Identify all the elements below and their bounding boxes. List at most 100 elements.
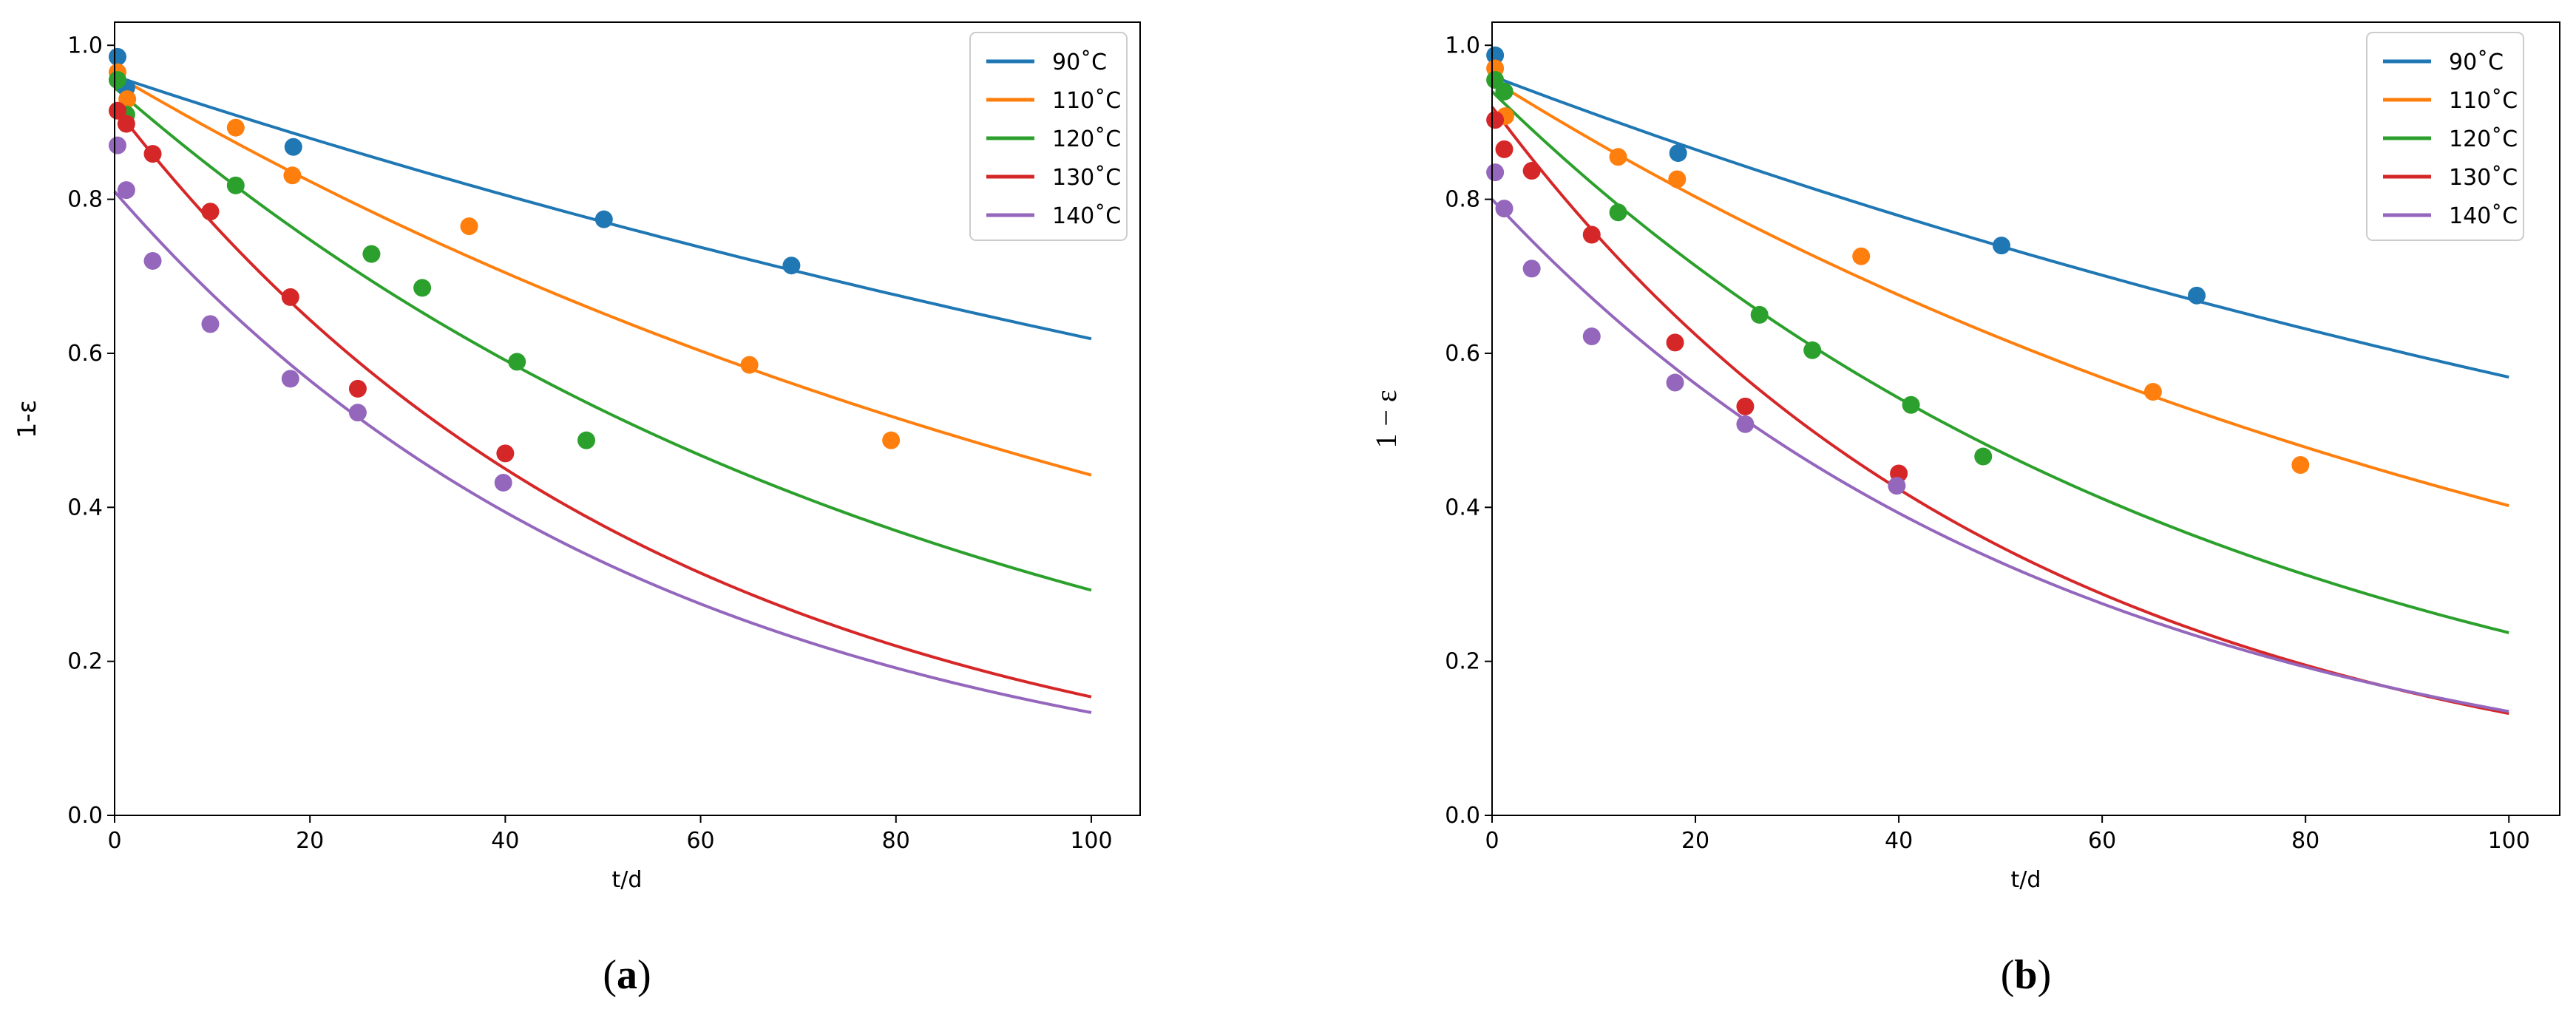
chart-a-data-point-series-5	[348, 404, 367, 422]
chart-b-y-tick-label: 0.6	[1445, 341, 1480, 367]
chart-b-x-axis: 0 20 40 60 80 100	[1485, 815, 2530, 854]
chart-a-data-point-series-1	[108, 47, 126, 66]
chart-b-data-point-series-1	[2188, 286, 2206, 305]
chart-a-data-point-series-3	[362, 245, 381, 263]
chart-b-data-point-series-5	[1888, 477, 1906, 495]
chart-a-data-point-series-2	[882, 431, 901, 449]
chart-a-fit-line-series-5	[113, 190, 1092, 714]
chart-a-y-axis-label: 1-ε	[13, 400, 42, 438]
chart-a-legend-label-series-3: 120˚C	[1052, 126, 1121, 152]
chart-b-data-point-series-2	[2291, 456, 2310, 475]
chart-b-y-axis: 0.0 0.2 0.4 0.6 0.8 1.0	[1445, 33, 1492, 829]
chart-a-data-point-series-2	[226, 118, 245, 137]
chart-b-y-tick-label: 0.0	[1445, 803, 1480, 829]
chart-a-data-point-series-2	[740, 356, 759, 374]
chart-a-y-tick-label: 0.2	[67, 649, 103, 675]
chart-b-data-point-series-3	[1902, 395, 1920, 414]
chart-b-legend-label-series-5: 140˚C	[2449, 203, 2518, 229]
chart-b-legend-label-series-4: 130˚C	[2449, 165, 2518, 191]
chart-a-data-point-series-2	[460, 217, 478, 236]
chart-b-fit-line-series-5	[1491, 198, 2509, 713]
chart-b-y-tick-label: 0.4	[1445, 495, 1480, 520]
chart-b-data-point-series-2	[1852, 247, 1871, 265]
chart-a-legend-label-series-2: 110˚C	[1052, 88, 1121, 114]
chart-b-data-point-series-3	[1495, 82, 1514, 101]
chart-a-data-point-series-5	[281, 370, 299, 388]
chart-b-legend: 90˚C 110˚C 120˚C 130˚C 140˚C	[2366, 32, 2524, 241]
chart-b-data-point-series-5	[1582, 327, 1601, 346]
chart-b-data-point-series-3	[1974, 447, 1993, 466]
chart-a-x-tick-label: 0	[107, 828, 121, 854]
chart-a-marks	[108, 47, 1092, 714]
chart-b-x-tick-label: 100	[2488, 828, 2530, 854]
chart-a-x-tick-label: 80	[882, 828, 910, 854]
chart-a-data-point-series-1	[594, 210, 613, 228]
chart-b-data-point-series-4	[1522, 162, 1541, 180]
chart-a-legend-box	[969, 32, 1128, 241]
chart-b-y-axis-label: 1 − ε	[1369, 390, 1403, 448]
chart-a-fit-line-series-3	[113, 86, 1092, 592]
chart-a-legend: 90˚C 110˚C 120˚C 130˚C 140˚C	[969, 32, 1128, 241]
chart-a-legend-label-series-1: 90˚C	[1052, 50, 1107, 75]
chart-b-data-point-series-5	[1666, 373, 1684, 392]
chart-a-x-tick-label: 20	[296, 828, 324, 854]
chart-a-x-tick-label: 60	[686, 828, 714, 854]
chart-b-y-tick-label: 0.8	[1445, 187, 1480, 213]
chart-a-data-point-series-2	[283, 166, 302, 185]
chart-a-data-point-series-4	[348, 379, 367, 398]
chart-b-data-point-series-4	[1736, 397, 1755, 415]
chart-a-data-point-series-3	[226, 176, 245, 194]
chart-b-data-point-series-5	[1495, 200, 1514, 218]
chart-a-data-point-series-2	[118, 90, 137, 109]
chart-a-data-point-series-4	[281, 288, 299, 306]
chart-b-data-point-series-1	[1992, 237, 2010, 255]
chart-a-data-point-series-5	[117, 181, 135, 200]
chart-a-x-tick-label: 40	[491, 828, 519, 854]
chart-a-data-point-series-4	[143, 145, 162, 163]
chart-b-data-point-series-4	[1582, 225, 1601, 244]
chart-b-y-tick-label: 0.2	[1445, 649, 1480, 675]
chart-a-data-point-series-5	[494, 473, 512, 492]
chart-b-marks	[1486, 46, 2509, 716]
chart-a-y-tick-label: 0.4	[67, 495, 103, 520]
chart-a-legend-label-series-4: 130˚C	[1052, 165, 1121, 191]
chart-a-data-point-series-5	[143, 251, 162, 270]
panel-b-label: (b)	[2001, 952, 2051, 998]
chart-b-plot-frame	[1491, 21, 2560, 816]
chart-b-data-point-series-3	[1750, 305, 1769, 324]
chart-b-legend-label-series-3: 120˚C	[2449, 126, 2518, 152]
chart-a-fit-line-series-4	[113, 106, 1092, 699]
chart-b-fit-line-series-2	[1491, 78, 2509, 508]
panel-b-letter: b	[2014, 952, 2037, 998]
chart-a-x-axis-label: t/d	[612, 867, 643, 893]
chart-b-data-point-series-5	[1522, 259, 1541, 278]
chart-a-data-point-series-5	[108, 136, 126, 154]
chart-a-data-point-series-4	[117, 115, 135, 133]
chart-b-data-point-series-1	[1669, 144, 1687, 163]
chart-b-data-point-series-5	[1736, 415, 1755, 433]
chart-a-data-point-series-3	[508, 353, 526, 371]
chart-b-data-point-series-3	[1609, 203, 1627, 222]
chart-b-x-tick-label: 40	[1885, 828, 1913, 854]
panel-a-label: (a)	[603, 952, 651, 998]
chart-a-data-point-series-4	[201, 203, 220, 221]
chart-b-legend-box	[2366, 32, 2524, 241]
chart-b-x-tick-label: 20	[1681, 828, 1709, 854]
chart-a-data-point-series-4	[496, 444, 515, 463]
chart-a-legend-label-series-5: 140˚C	[1052, 203, 1121, 229]
chart-a-y-axis: 0.0 0.2 0.4 0.6 0.8 1.0	[67, 33, 115, 829]
chart-a-data-point-series-5	[201, 315, 220, 333]
chart-b-data-point-series-2	[2143, 383, 2162, 401]
chart-a-y-tick-label: 0.0	[67, 803, 103, 829]
chart-b-data-point-series-5	[1486, 163, 1505, 182]
chart-a-y-tick-label: 0.6	[67, 341, 103, 367]
chart-panel-b: 0 20 40 60 80 100 0.0 0.2 0.4 0.6 0.8 1.0 t/d 1 − …	[1369, 21, 2560, 998]
chart-a-plot-frame	[114, 21, 1141, 816]
chart-b-data-point-series-1	[1486, 46, 1505, 64]
chart-a-x-tick-label: 100	[1070, 828, 1112, 854]
chart-b-legend-label-series-2: 110˚C	[2449, 88, 2518, 114]
chart-a-data-point-series-3	[413, 279, 432, 297]
chart-b-x-tick-label: 60	[2088, 828, 2116, 854]
chart-b-x-axis-label: t/d	[2011, 867, 2041, 893]
